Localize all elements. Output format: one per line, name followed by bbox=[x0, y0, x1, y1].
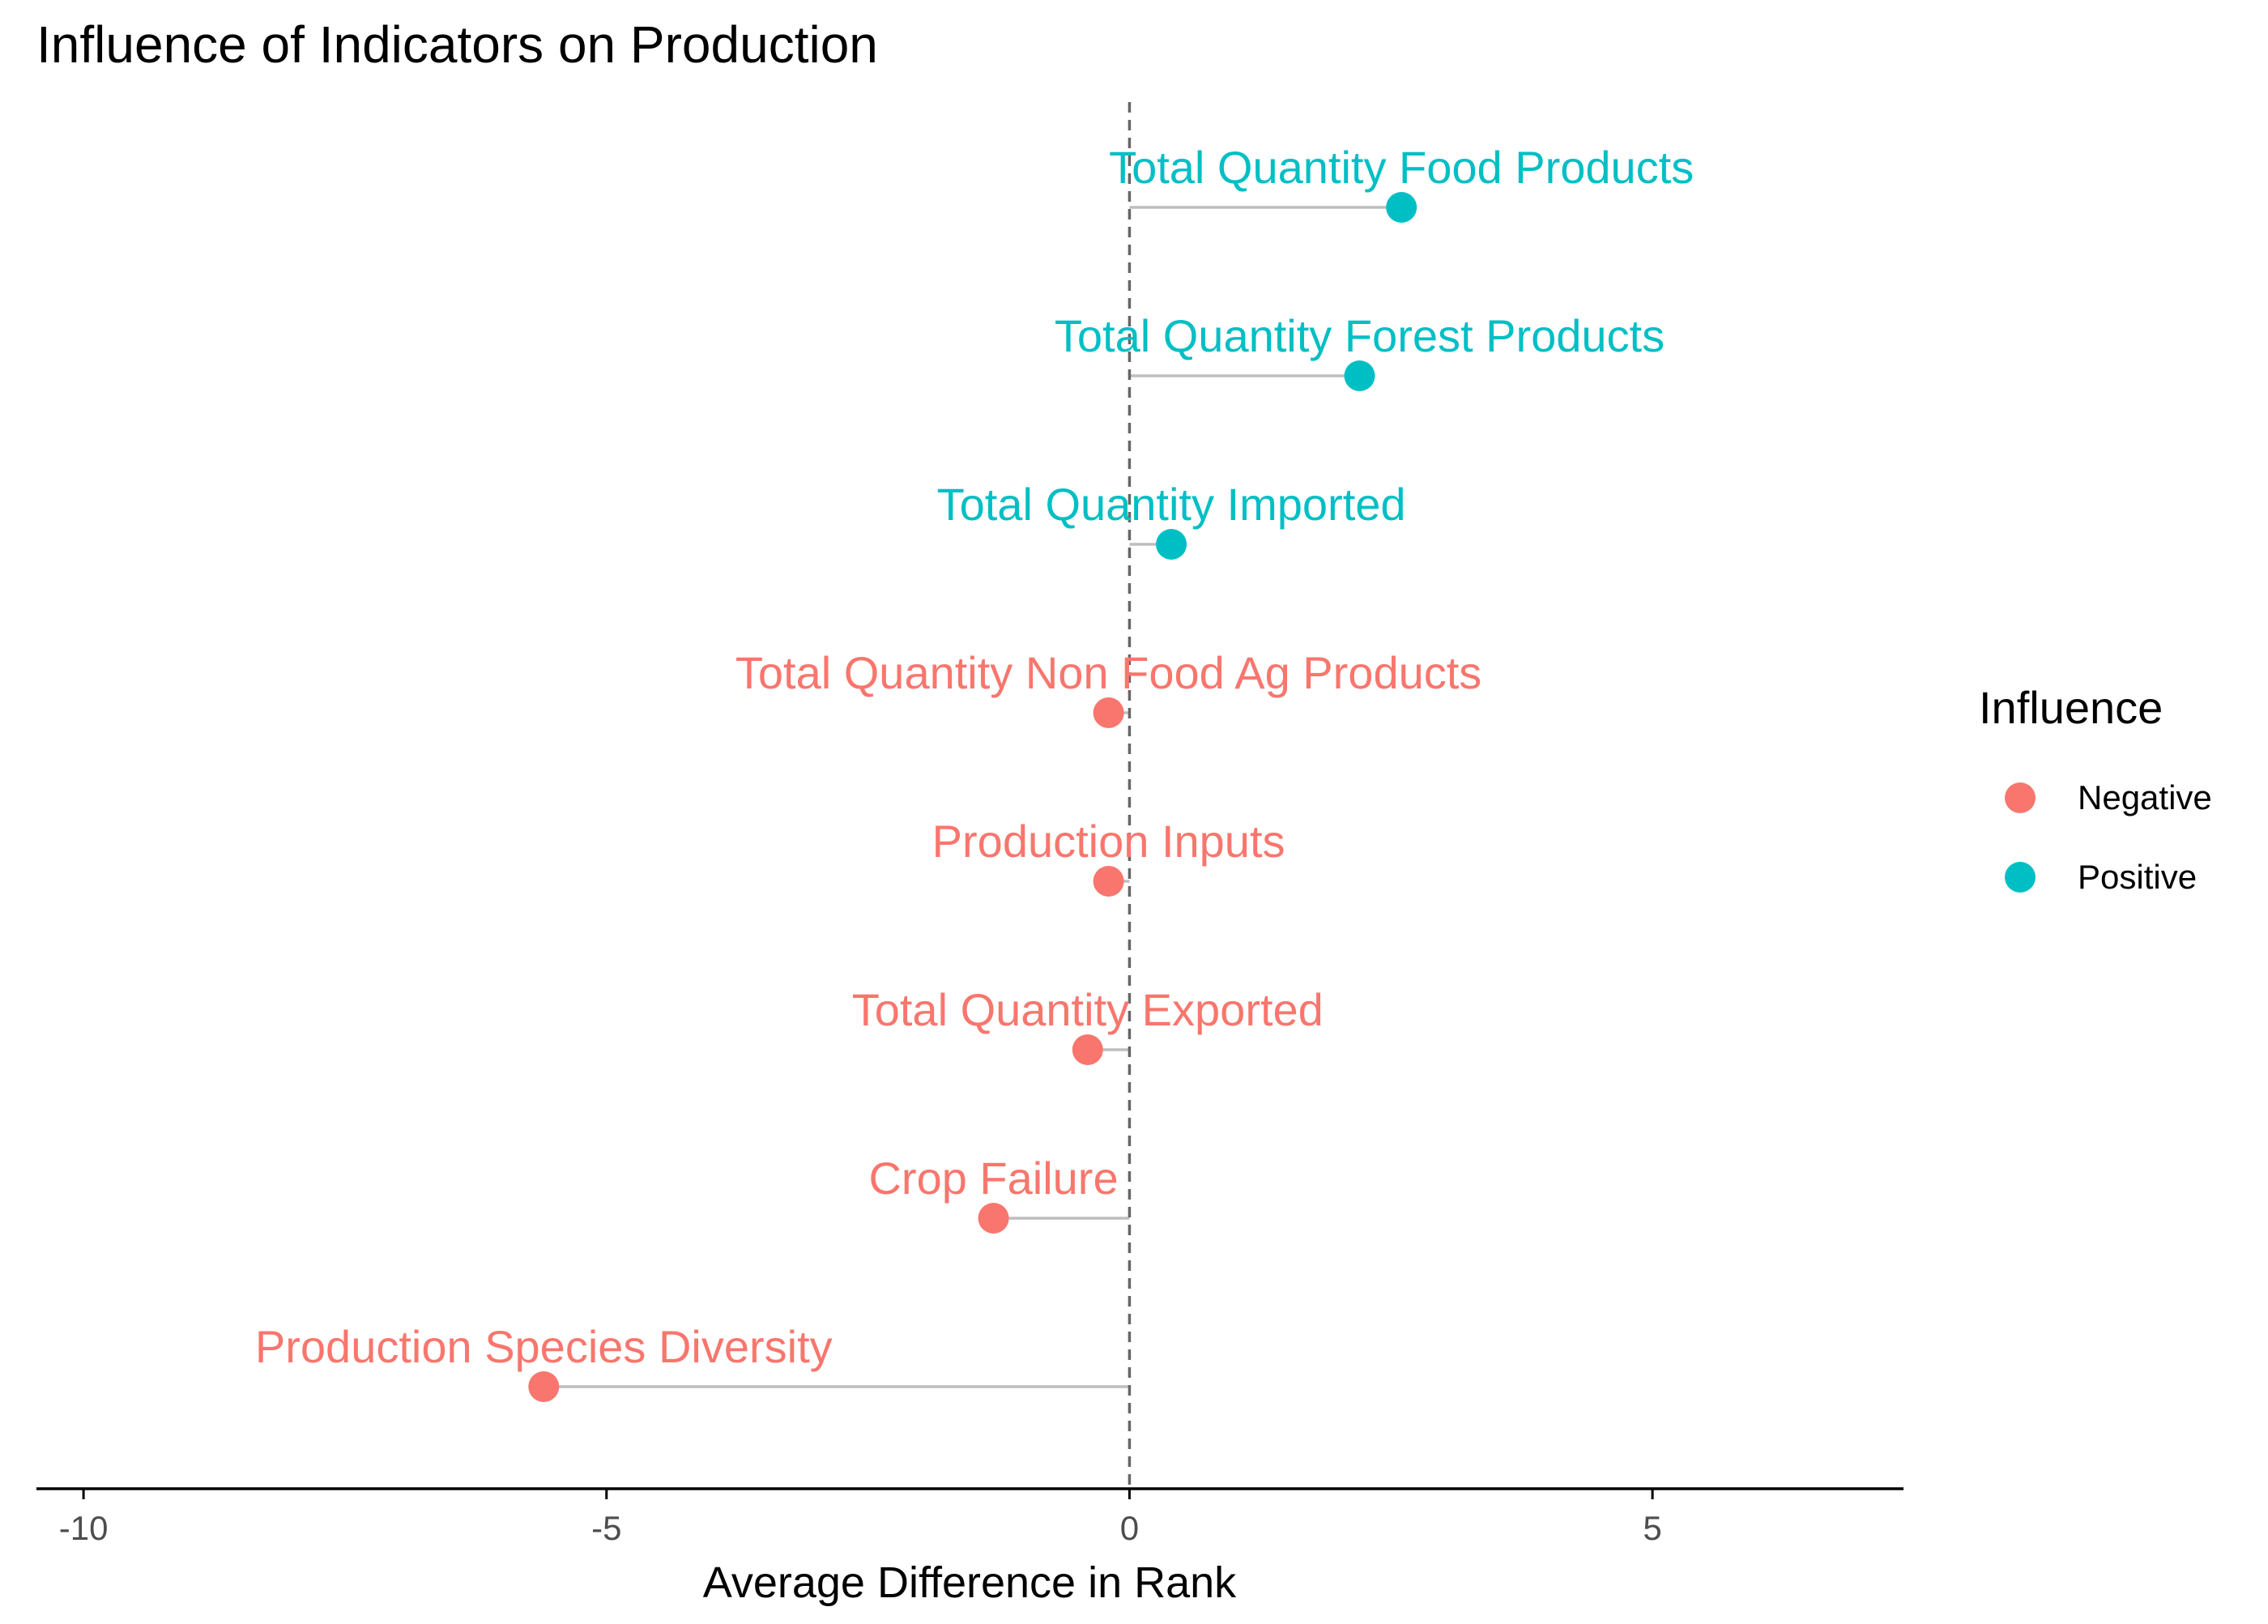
data-label: Production Inputs bbox=[932, 816, 1285, 867]
data-label: Total Quantity Non Food Ag Products bbox=[735, 647, 1481, 698]
x-axis-ticks: -10 -5 0 5 bbox=[59, 1489, 1662, 1547]
data-point bbox=[1093, 866, 1124, 897]
data-label: Total Quantity Exported bbox=[852, 984, 1324, 1035]
data-point bbox=[1072, 1034, 1103, 1065]
data-label: Total Quantity Forest Products bbox=[1055, 310, 1665, 361]
data-point bbox=[1344, 360, 1375, 391]
x-tick-label: 5 bbox=[1643, 1509, 1661, 1547]
legend-title: Influence bbox=[1979, 682, 2163, 733]
legend-label: Negative bbox=[2078, 778, 2212, 816]
data-point bbox=[528, 1371, 560, 1402]
data-label: Crop Failure bbox=[868, 1153, 1118, 1204]
data-point bbox=[1093, 697, 1124, 728]
x-tick-label: -10 bbox=[59, 1509, 109, 1547]
plot-area: Total Quantity Food Products Total Quanti… bbox=[255, 102, 1694, 1489]
legend-key bbox=[2005, 782, 2036, 813]
legend-items: Negative Positive bbox=[2005, 778, 2212, 896]
legend-key bbox=[2005, 862, 2036, 893]
data-label: Total Quantity Imported bbox=[937, 479, 1406, 530]
data-label: Production Species Diversity bbox=[255, 1321, 833, 1372]
data-point bbox=[1156, 529, 1187, 560]
legend: Influence Negative Positive bbox=[1979, 682, 2212, 896]
data-point bbox=[978, 1203, 1009, 1234]
data-point bbox=[1386, 192, 1418, 223]
x-tick-label: 0 bbox=[1120, 1509, 1139, 1547]
chart-title: Influence of Indicators on Production bbox=[36, 15, 878, 74]
legend-label: Positive bbox=[2078, 858, 2197, 896]
x-tick-label: -5 bbox=[591, 1509, 621, 1547]
x-axis-title: Average Difference in Rank bbox=[703, 1558, 1237, 1607]
data-label: Total Quantity Food Products bbox=[1109, 142, 1694, 193]
